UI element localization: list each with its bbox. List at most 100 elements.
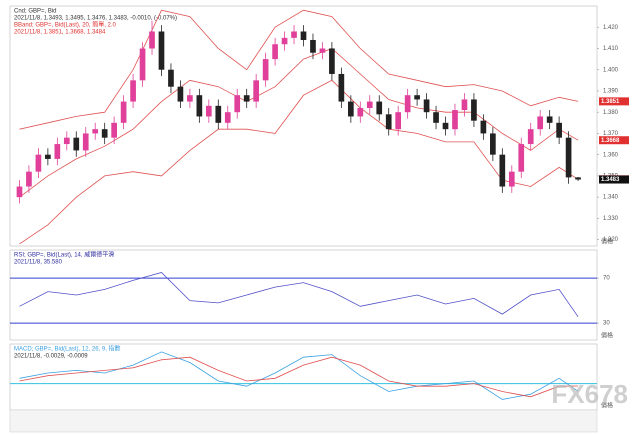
candle-body	[272, 44, 278, 60]
candle-body	[158, 31, 165, 70]
candle-body	[376, 101, 383, 115]
price-tag	[599, 136, 629, 145]
indicator-line	[19, 272, 579, 318]
legend-text: Cnd; GBP=, Bid	[14, 9, 57, 15]
candle-body	[281, 37, 288, 45]
y-tick-label: 1.330	[603, 216, 619, 222]
candle-body	[404, 95, 411, 113]
candle-body	[35, 154, 42, 172]
candle-body	[82, 133, 89, 151]
candle-body	[347, 101, 354, 117]
candle-body	[26, 171, 32, 187]
candle-body	[243, 95, 250, 102]
candle-body	[168, 69, 174, 87]
axis-unit: 價格	[601, 238, 613, 246]
candle-body	[565, 137, 572, 178]
price-tag-label: 1.3851	[601, 99, 620, 105]
candle-body	[357, 107, 364, 117]
axis-unit: 價格	[601, 332, 613, 340]
y-tick-label: 1.320	[603, 237, 619, 243]
candle-body	[442, 122, 449, 130]
candle-body	[338, 73, 345, 102]
candle-body	[546, 116, 553, 123]
candle-body	[329, 48, 335, 74]
band-upper	[19, 9, 579, 130]
candle-body	[130, 80, 136, 102]
candle-body	[461, 99, 468, 111]
candle-body	[92, 129, 99, 134]
candle-body	[385, 114, 392, 130]
legend-text: MACD; GBP=, Bid(Last), 12, 26, 9, 指數	[14, 345, 121, 353]
legend-text: 2021/11/8, 35.580	[14, 260, 63, 266]
candle-body	[253, 80, 260, 102]
candle-body	[262, 59, 269, 81]
indicator-line	[19, 356, 579, 398]
candle-body	[395, 112, 402, 130]
watermark: FX678	[551, 379, 628, 409]
candle-body	[575, 177, 581, 180]
y-tick-label: 1.400	[603, 67, 619, 73]
candle-body	[366, 101, 373, 108]
y-tick-label: 1.390	[603, 89, 619, 95]
price-tag-label: 1.3668	[601, 138, 620, 144]
legend-text: BBand; GBP=, Bid(Last), 20, 簡單, 2.0	[14, 21, 117, 29]
candle-body	[177, 86, 184, 102]
panel-frame	[9, 5, 598, 247]
candle-body	[63, 137, 70, 145]
candle-body	[291, 31, 297, 38]
candle-body	[518, 144, 525, 172]
candle-body	[499, 154, 506, 187]
candle-body	[120, 101, 127, 123]
legend-text: 2021/11/8, 1.3493, 1.3495, 1.3476, 1.348…	[14, 16, 177, 22]
candle-body	[54, 144, 61, 159]
band-lower	[19, 79, 579, 245]
panel-frame	[9, 249, 598, 341]
candle-body	[111, 122, 117, 138]
candle-body	[196, 95, 203, 117]
candle-body	[537, 116, 544, 130]
candle-body	[101, 129, 108, 138]
candle-body	[187, 95, 193, 102]
y-tick-label: 1.340	[603, 195, 619, 201]
y-tick-label: 1.360	[603, 152, 619, 158]
candle-body	[319, 48, 326, 53]
candle-body	[234, 95, 241, 113]
price-tag	[599, 97, 629, 106]
candle-body	[224, 112, 231, 123]
candle-body	[452, 110, 458, 130]
candle-body	[527, 129, 534, 145]
y-tick-label: 1.410	[603, 46, 619, 52]
candle-body	[205, 105, 212, 117]
candle-body	[433, 112, 439, 123]
legend-text: RSI; GBP=, Bid(Last), 14, 威爾德平滑	[14, 251, 114, 259]
candle-body	[414, 95, 420, 100]
axis-unit: 價格	[601, 402, 613, 410]
candle-body	[310, 39, 316, 53]
indicator-line	[19, 351, 579, 400]
y-tick-label: 1.370	[603, 131, 619, 137]
legend-text: 2021/11/8, -0.0029, -0.0009	[14, 354, 88, 360]
candle-body	[16, 186, 23, 198]
y-tick-label: 1.380	[603, 110, 619, 116]
date-axis	[9, 409, 598, 433]
y-tick-label: 70	[603, 276, 610, 282]
y-tick-label: 30	[603, 321, 610, 327]
price-tag	[599, 175, 629, 184]
candle-body	[508, 171, 515, 187]
candle-body	[73, 137, 80, 151]
candle-body	[215, 105, 222, 123]
candle-body	[423, 99, 430, 113]
candle-body	[149, 31, 155, 49]
legend-text: 2021/11/8, 1.3851, 1.3668, 1.3484	[14, 30, 106, 36]
candle-body	[139, 48, 146, 81]
y-tick-label: 1.420	[603, 25, 619, 31]
candle-body	[490, 133, 496, 155]
candle-body	[556, 122, 562, 138]
candle-body	[300, 31, 307, 40]
candle-body	[45, 154, 51, 159]
candle-body	[480, 120, 487, 134]
candle-body	[471, 99, 477, 121]
price-tag-label: 1.3483	[601, 177, 620, 183]
